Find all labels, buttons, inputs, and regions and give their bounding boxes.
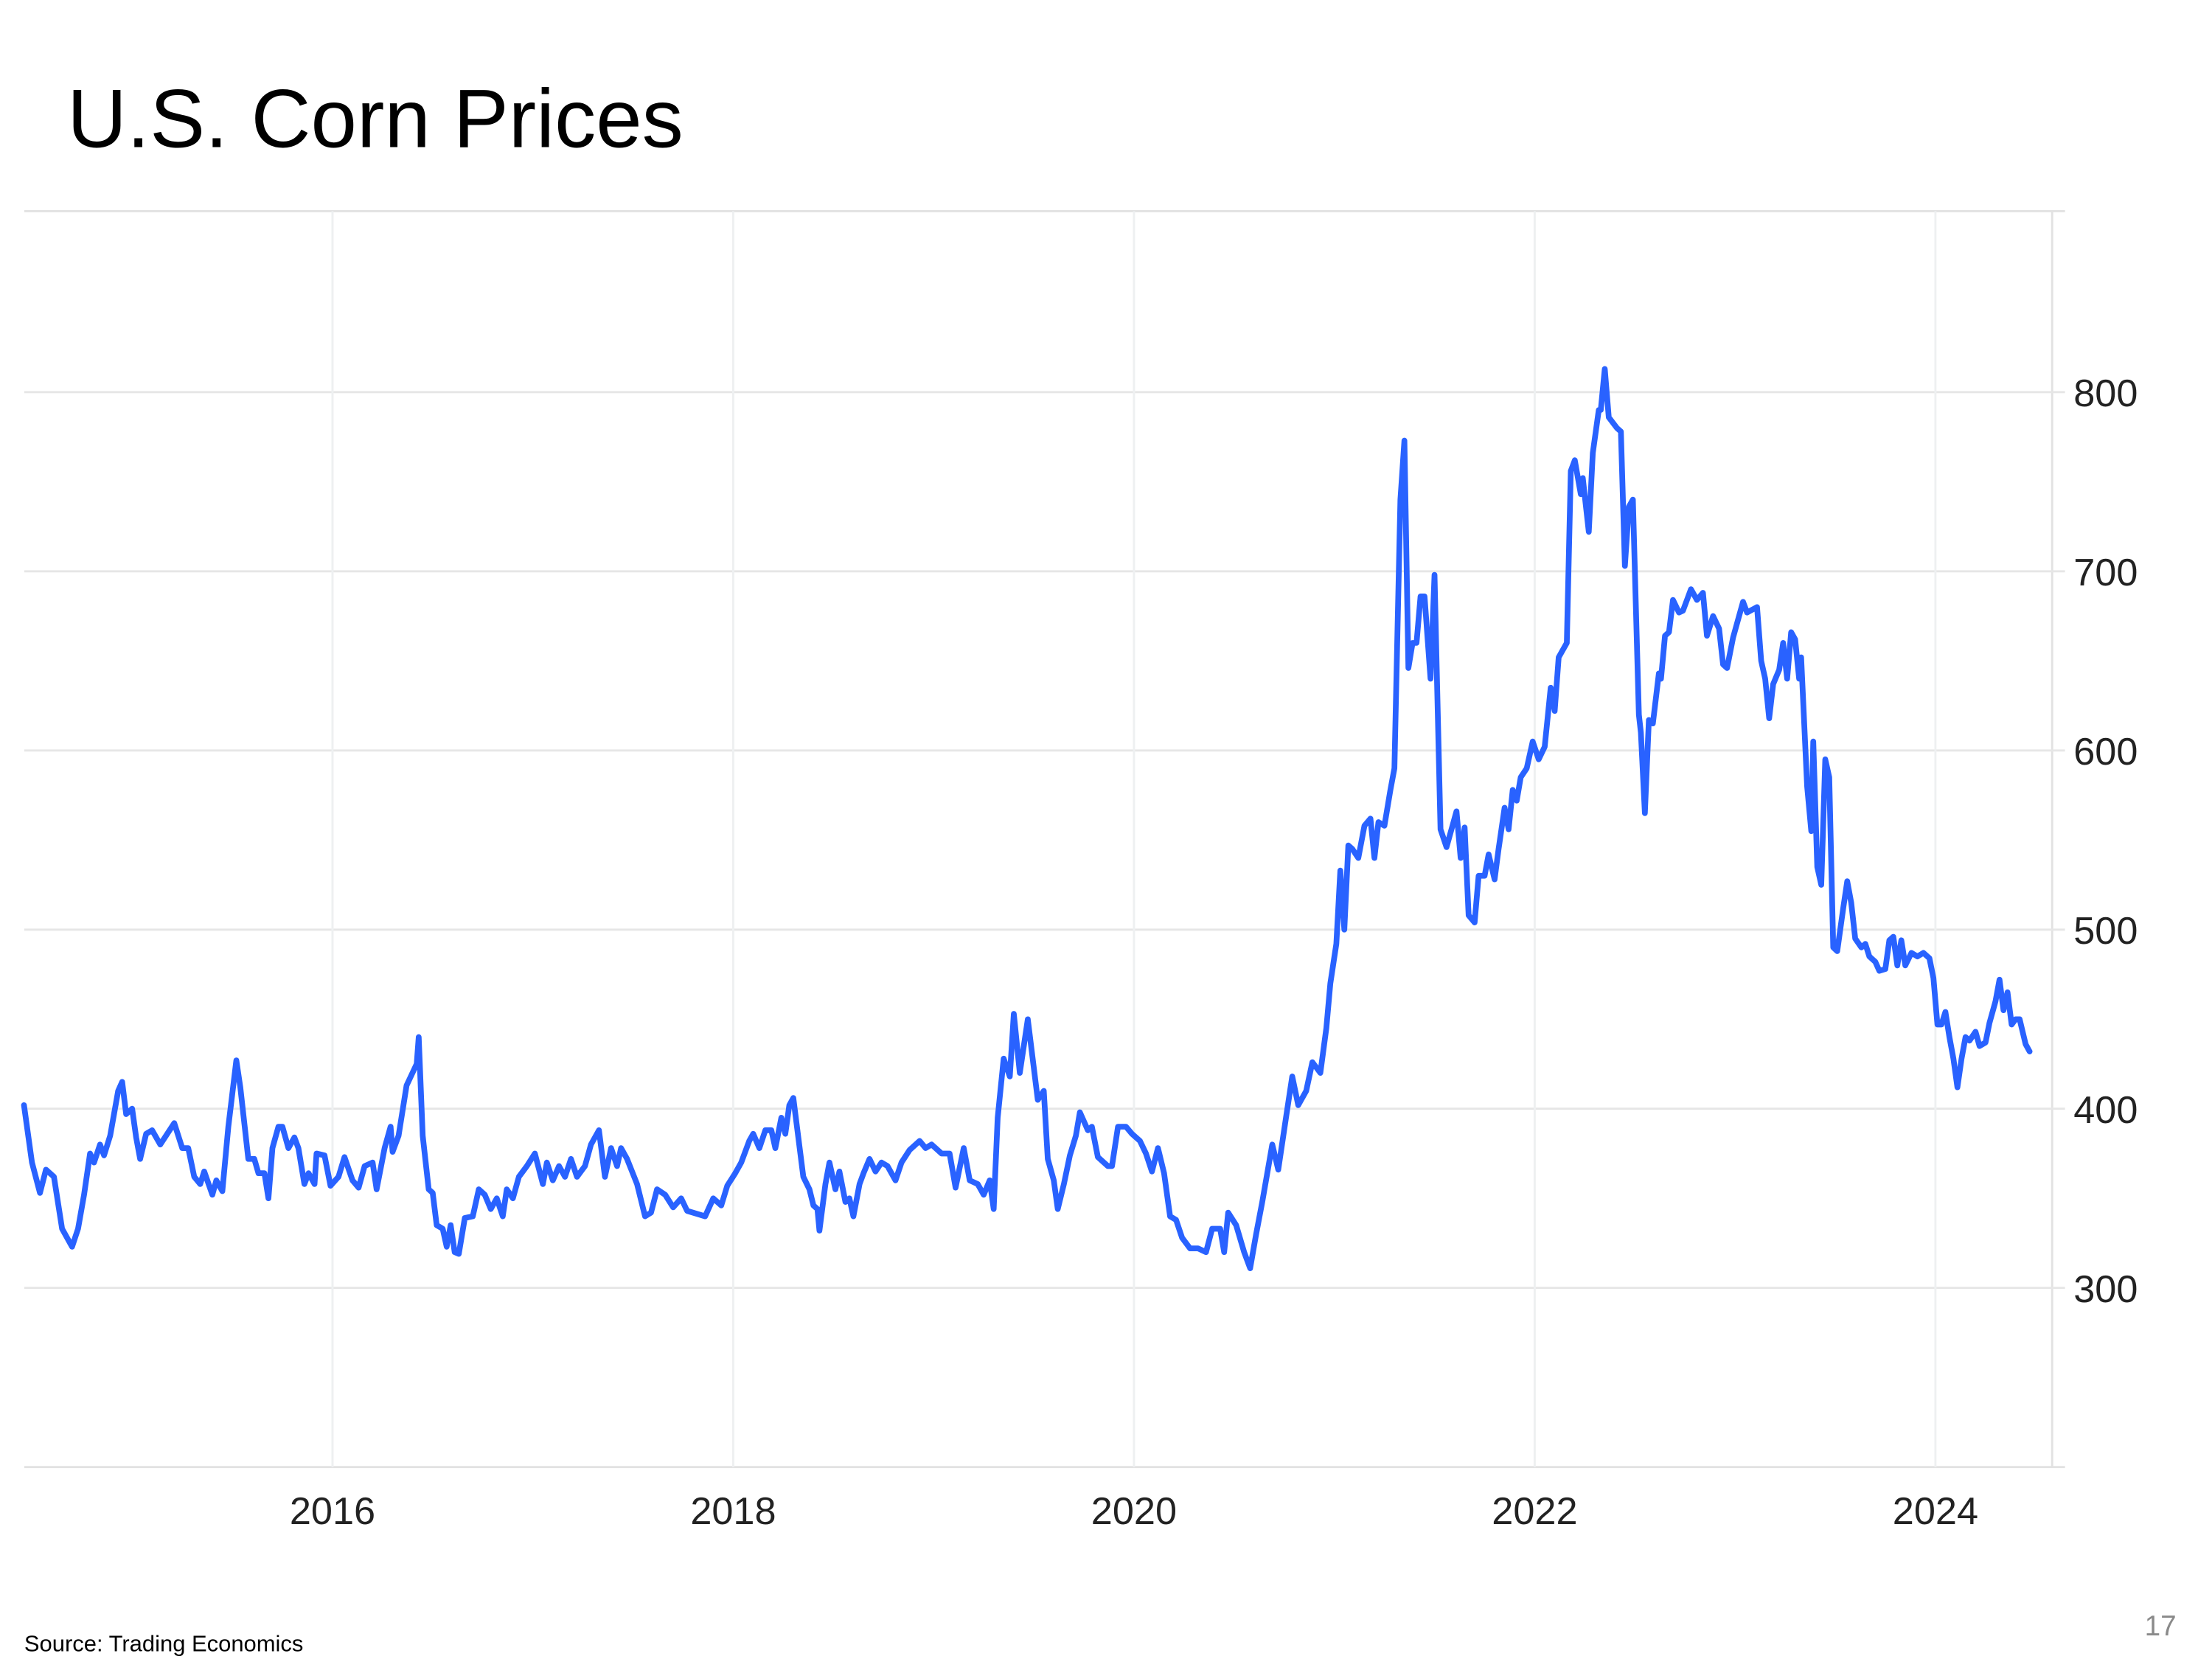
- y-tick-label: 700: [2073, 552, 2138, 594]
- gridlines: [24, 210, 2065, 1469]
- x-tick-label: 2020: [1091, 1490, 1177, 1533]
- x-axis-ticks: 2016 2018 2020 2022 2024: [290, 1490, 1978, 1533]
- series-line-corn-price: [21, 366, 2033, 1271]
- corn-price-chart: 300 400 500 600 700 800 2016 2018 2020 2022 2024: [21, 210, 2138, 1533]
- y-tick-label: 500: [2073, 910, 2138, 953]
- x-tick-label: 2018: [690, 1490, 776, 1533]
- x-tick-label: 2024: [1893, 1490, 1978, 1533]
- series-lines: [21, 366, 2033, 1271]
- slide-title: U.S. Corn Prices: [67, 72, 684, 164]
- y-tick-label: 600: [2073, 731, 2138, 773]
- y-tick-label: 300: [2073, 1268, 2138, 1311]
- x-tick-label: 2016: [290, 1490, 375, 1533]
- page-number: 17: [2145, 1610, 2177, 1642]
- x-tick-label: 2022: [1492, 1490, 1577, 1533]
- y-tick-label: 400: [2073, 1089, 2138, 1132]
- y-axis-ticks: 300 400 500 600 700 800: [2073, 372, 2138, 1311]
- source-note: Source: Trading Economics: [24, 1630, 304, 1656]
- y-tick-label: 800: [2073, 372, 2138, 415]
